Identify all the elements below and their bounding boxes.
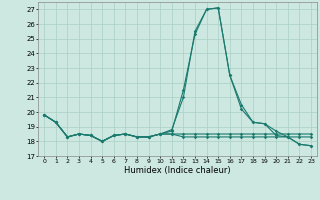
X-axis label: Humidex (Indice chaleur): Humidex (Indice chaleur) — [124, 166, 231, 175]
